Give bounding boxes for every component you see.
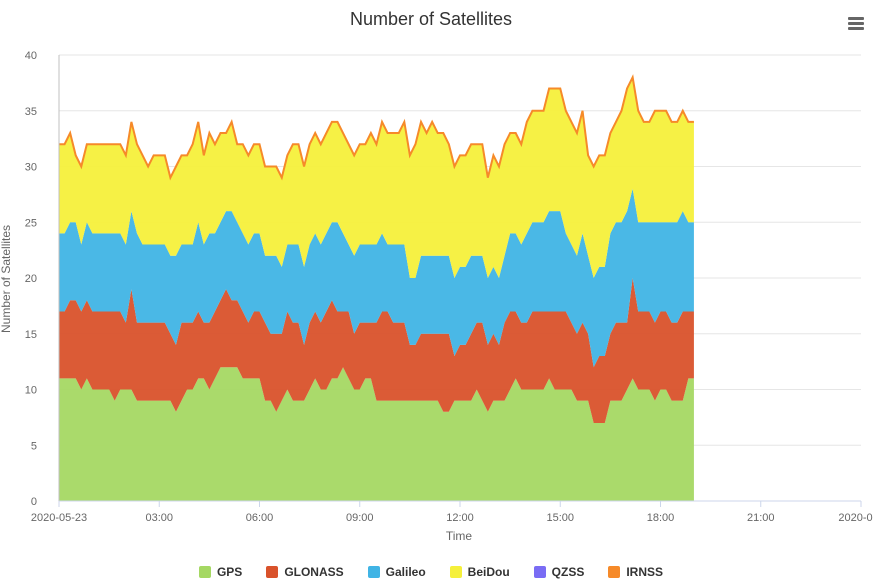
area-galileo[interactable] [59, 188, 694, 368]
x-tick-label: 2020-0… [838, 512, 873, 524]
legend-swatch [449, 566, 462, 578]
x-tick-label: 2020-05-23 [31, 512, 87, 524]
x-tick-label: 03:00 [145, 512, 173, 524]
legend-swatch [533, 566, 546, 578]
legend-item-glonass[interactable]: GLONASS [266, 562, 344, 582]
menu-icon[interactable] [843, 12, 869, 36]
chart-plot: 0 5 10 15 20 25 30 35 40 2020-05-23 03:00 06:00 09:0… [0, 50, 873, 543]
y-tick-label: 0 [31, 496, 37, 508]
legend-swatch [198, 566, 211, 578]
x-axis-title: Time [446, 529, 473, 543]
y-tick-label: 25 [25, 217, 37, 229]
x-tick-label: 09:00 [346, 512, 374, 524]
legend-item-galileo[interactable]: Galileo [367, 562, 426, 582]
legend-label: GLONASS [284, 565, 344, 579]
series-line-irnss[interactable] [59, 74, 694, 181]
legend-swatch [266, 566, 279, 578]
area-gps[interactable] [59, 367, 694, 501]
legend-item-irnss[interactable]: IRNSS [608, 562, 663, 582]
legend-label: BeiDou [467, 565, 510, 579]
chart-title: Number of Satellites [349, 9, 513, 29]
legend-item-qzss[interactable]: QZSS [533, 562, 585, 582]
legend-item-gps[interactable]: GPS [198, 562, 243, 582]
legend-item-beidou[interactable]: BeiDou [449, 562, 510, 582]
x-tick-label: 18:00 [647, 512, 675, 524]
y-tick-label: 10 [25, 385, 37, 397]
legend-label: GPS [216, 565, 243, 579]
y-tick-label: 15 [25, 329, 37, 341]
y-axis-title: Number of Satellites [0, 225, 13, 333]
x-tick-label: 15:00 [546, 512, 574, 524]
area-beidou[interactable] [59, 77, 694, 278]
legend: GPS GLONASS Galileo BeiDou QZSS IRNSS [0, 562, 862, 582]
y-tick-label: 20 [25, 273, 37, 285]
legend-swatch [608, 566, 621, 578]
x-tick-label: 06:00 [246, 512, 274, 524]
legend-swatch [367, 566, 380, 578]
legend-label: QZSS [551, 565, 585, 579]
x-tick-label: 21:00 [747, 512, 775, 524]
y-tick-label: 5 [31, 440, 37, 452]
y-tick-label: 35 [25, 106, 37, 118]
y-tick-label: 40 [25, 50, 37, 62]
legend-label: IRNSS [626, 565, 664, 579]
legend-label: Galileo [385, 565, 426, 579]
y-tick-label: 30 [25, 162, 37, 174]
area-glonass[interactable] [59, 278, 694, 423]
x-tick-label: 12:00 [446, 512, 474, 524]
